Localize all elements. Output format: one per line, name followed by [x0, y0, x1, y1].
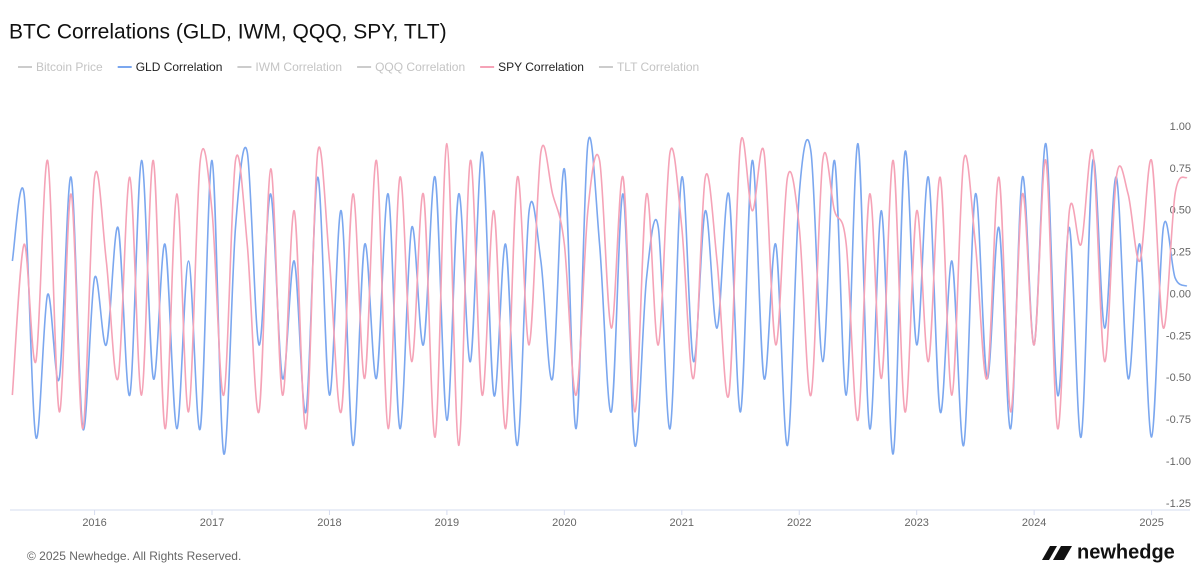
logo-mark — [1042, 546, 1057, 560]
x-tick-label: 2016 — [82, 517, 106, 529]
series-line — [11, 137, 1188, 447]
y-tick-label: -0.75 — [1166, 414, 1191, 426]
x-tick-label: 2020 — [552, 517, 576, 529]
y-tick-label: -0.25 — [1166, 330, 1191, 342]
y-tick-label: 0.75 — [1170, 163, 1191, 175]
x-tick-label: 2017 — [200, 517, 224, 529]
series-line — [11, 136, 1188, 455]
legend-label: Bitcoin Price — [36, 60, 103, 74]
y-tick-label: -0.50 — [1166, 372, 1191, 384]
brand-name: newhedge — [1077, 541, 1175, 563]
legend-label: IWM Correlation — [255, 60, 342, 74]
x-tick-label: 2019 — [435, 517, 459, 529]
x-tick-label: 2018 — [317, 517, 341, 529]
y-tick-label: 0.25 — [1170, 247, 1191, 259]
brand-logo: newhedge — [1042, 541, 1175, 563]
legend-label: QQQ Correlation — [375, 60, 465, 74]
x-tick-label: 2025 — [1139, 517, 1163, 529]
x-tick-label: 2023 — [904, 517, 928, 529]
legend-label: GLD Correlation — [136, 60, 223, 74]
chart-title: BTC Correlations (GLD, IWM, QQQ, SPY, TL… — [9, 21, 447, 44]
y-tick-label: -1.00 — [1166, 456, 1191, 468]
x-tick-label: 2024 — [1022, 517, 1046, 529]
x-tick-label: 2021 — [670, 517, 694, 529]
x-tick-label: 2022 — [787, 517, 811, 529]
legend-label: SPY Correlation — [498, 60, 584, 74]
y-tick-label: 0.00 — [1170, 288, 1191, 300]
y-tick-label: 1.00 — [1170, 121, 1191, 133]
footer: © 2025 Newhedge. All Rights Reserved. — [27, 549, 241, 563]
legend-label: TLT Correlation — [617, 60, 699, 74]
y-tick-label: 0.50 — [1170, 205, 1191, 217]
logo-mark — [1053, 546, 1072, 560]
y-tick-label: -1.25 — [1166, 498, 1191, 510]
